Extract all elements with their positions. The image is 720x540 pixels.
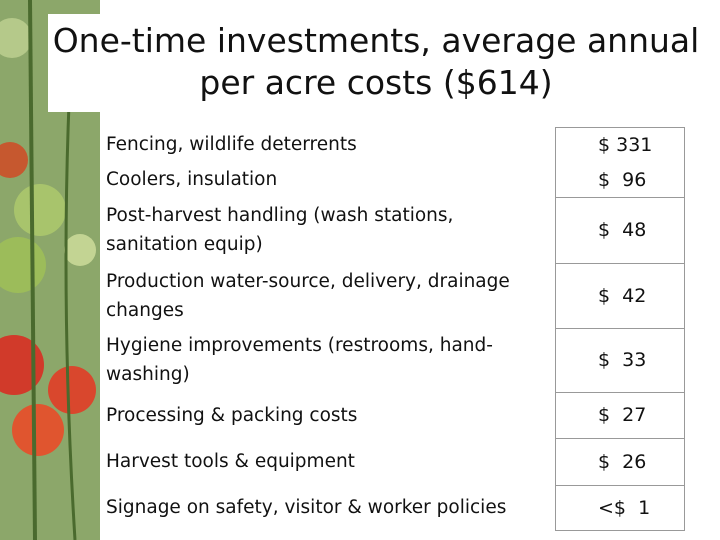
- item-label: Signage on safety, visitor & worker poli…: [106, 497, 507, 518]
- item-label: Processing & packing costs: [106, 404, 358, 426]
- table-row: Signage on safety, visitor & worker poli…: [103, 485, 685, 530]
- item-label: Production water-source, delivery, drain…: [106, 270, 510, 321]
- item-cost: $ 96: [555, 162, 685, 197]
- cell-border: [555, 485, 685, 486]
- item-label: Coolers, insulation: [106, 169, 278, 190]
- cell-border: [555, 263, 685, 264]
- item-cost: $ 27: [555, 392, 685, 438]
- cell-border: [555, 328, 685, 329]
- cell-border: [555, 530, 685, 531]
- item-cost: $ 33: [555, 328, 685, 392]
- item-cost: $ 331: [555, 127, 685, 162]
- table-row: Harvest tools & equipment $ 26: [103, 438, 685, 485]
- table-row: Coolers, insulation $ 96: [103, 162, 685, 197]
- item-cost: <$ 1: [555, 485, 685, 530]
- cell-border: [555, 392, 685, 393]
- item-label: Fencing, wildlife deterrents: [106, 134, 357, 155]
- slide-title: One-time investments, average annual per…: [48, 14, 704, 112]
- table-row: Fencing, wildlife deterrents $ 331: [103, 127, 685, 162]
- cell-border: [555, 197, 685, 198]
- item-label: Post-harvest handling (wash stations, sa…: [106, 205, 454, 255]
- item-label: Hygiene improvements (restrooms, hand-wa…: [106, 335, 493, 385]
- item-label: Harvest tools & equipment: [106, 451, 355, 472]
- table-row: Hygiene improvements (restrooms, hand-wa…: [103, 328, 685, 392]
- table-row: Processing & packing costs $ 27: [103, 392, 685, 438]
- item-cost: $ 48: [555, 197, 685, 263]
- cell-border: [555, 438, 685, 439]
- cell-border: [555, 127, 685, 128]
- table-row: Production water-source, delivery, drain…: [103, 263, 685, 328]
- table-row: Post-harvest handling (wash stations, sa…: [103, 197, 685, 263]
- item-cost: $ 26: [555, 438, 685, 485]
- item-cost: $ 42: [555, 263, 685, 328]
